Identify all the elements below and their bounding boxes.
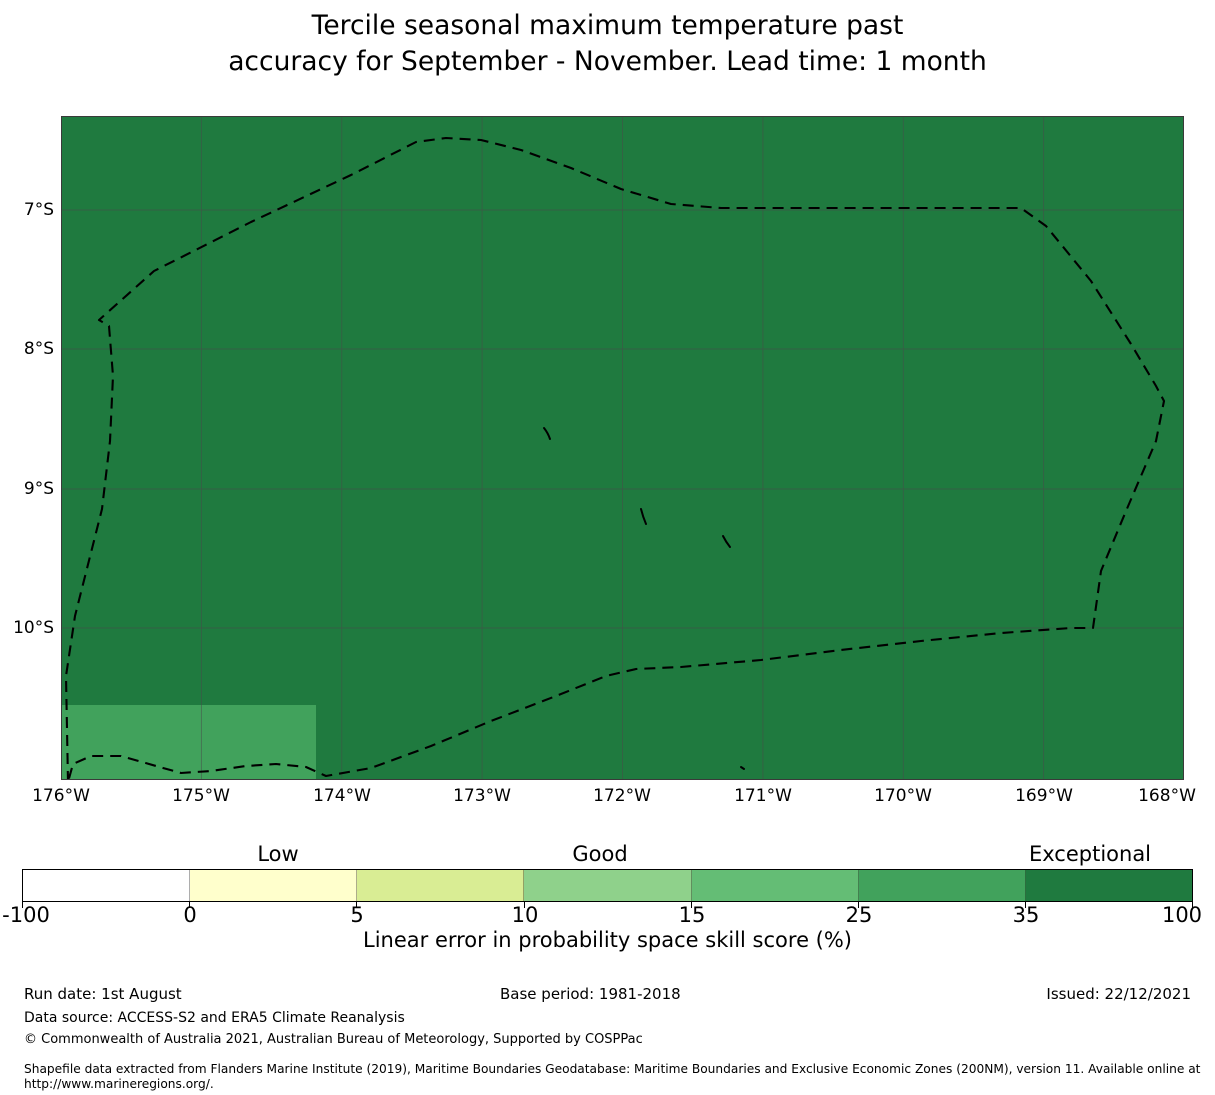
colorbar-tickmark-0 xyxy=(22,902,23,908)
x-tick-label-8: 168°W xyxy=(1138,786,1196,806)
y-tick-label-3: 10°S xyxy=(13,618,54,638)
colorbar-segment-2 xyxy=(357,870,525,901)
colorbar-segment-0 xyxy=(23,870,191,901)
colorbar-segment-1 xyxy=(190,870,358,901)
colorbar-qual-label-good: Good xyxy=(572,842,628,866)
colorbar-qual-label-low: Low xyxy=(257,842,299,866)
map-gridlines-vertical xyxy=(61,116,1184,780)
colorbar-tick-label-7: 100 xyxy=(1161,903,1203,927)
footer: Run date: 1st August Base period: 1981-2… xyxy=(0,985,1215,1091)
footer-row-primary: Run date: 1st August Base period: 1981-2… xyxy=(0,985,1215,1009)
x-tick-label-3: 173°W xyxy=(453,786,511,806)
colorbar-tickmark-1 xyxy=(189,902,190,908)
y-tick-label-2: 9°S xyxy=(23,479,54,499)
colorbar[interactable] xyxy=(22,869,1193,902)
colorbar-segment-3 xyxy=(524,870,692,901)
y-tick-label-1: 8°S xyxy=(23,339,54,359)
map-vector-layer xyxy=(61,116,1184,780)
y-tick-label-0: 7°S xyxy=(23,200,54,220)
colorbar-tick-label-4: 15 xyxy=(678,903,706,927)
colorbar-tickmark-3 xyxy=(524,902,525,908)
colorbar-tickmark-4 xyxy=(691,902,692,908)
x-tick-label-4: 172°W xyxy=(593,786,651,806)
colorbar-qual-label-exceptional: Exceptional xyxy=(1028,842,1152,866)
colorbar-tickmark-6 xyxy=(1025,902,1026,908)
colorbar-tick-label-1: 0 xyxy=(183,903,197,927)
small-islet-coastline xyxy=(740,766,745,770)
colorbar-tickmark-5 xyxy=(858,902,859,908)
nukunonu-coastline xyxy=(640,508,647,525)
x-tick-label-5: 171°W xyxy=(734,786,792,806)
eez-boundary-line xyxy=(64,136,1166,780)
footer-base-period: Base period: 1981-2018 xyxy=(500,985,681,1003)
map-frame xyxy=(61,116,1184,780)
colorbar-tickmark-7 xyxy=(1192,902,1193,908)
x-tick-label-2: 174°W xyxy=(313,786,371,806)
atafu-coastline xyxy=(543,427,551,440)
colorbar-tick-label-6: 35 xyxy=(1012,903,1040,927)
colorbar-tick-label-0: -100 xyxy=(2,903,50,927)
map-plot-area[interactable] xyxy=(61,116,1184,780)
footer-run-date: Run date: 1st August xyxy=(24,985,182,1003)
colorbar-segment-6 xyxy=(1025,870,1192,901)
x-tick-label-6: 170°W xyxy=(874,786,932,806)
colorbar-segment-4 xyxy=(691,870,859,901)
skill-cell-low xyxy=(61,705,316,780)
colorbar-axis-title: Linear error in probability space skill … xyxy=(363,928,852,952)
map-gridlines-horizontal xyxy=(61,209,1184,629)
colorbar-segment-5 xyxy=(858,870,1026,901)
colorbar-tick-label-2: 5 xyxy=(350,903,364,927)
footer-shapefile-note: Shapefile data extracted from Flanders M… xyxy=(24,1062,1201,1091)
footer-issued-date: Issued: 22/12/2021 xyxy=(1046,985,1191,1003)
footer-copyright: © Commonwealth of Australia 2021, Austra… xyxy=(24,1032,643,1047)
page-title: Tercile seasonal maximum temperature pas… xyxy=(228,10,987,77)
footer-data-source: Data source: ACCESS-S2 and ERA5 Climate … xyxy=(24,1010,405,1026)
island-coastlines xyxy=(543,427,745,770)
colorbar-tick-label-5: 25 xyxy=(845,903,873,927)
x-tick-label-0: 176°W xyxy=(32,786,90,806)
colorbar-tick-label-3: 10 xyxy=(511,903,539,927)
colorbar-tickmark-2 xyxy=(356,902,357,908)
fakaofo-coastline xyxy=(722,535,731,548)
x-tick-label-1: 175°W xyxy=(172,786,230,806)
x-tick-label-7: 169°W xyxy=(1015,786,1073,806)
